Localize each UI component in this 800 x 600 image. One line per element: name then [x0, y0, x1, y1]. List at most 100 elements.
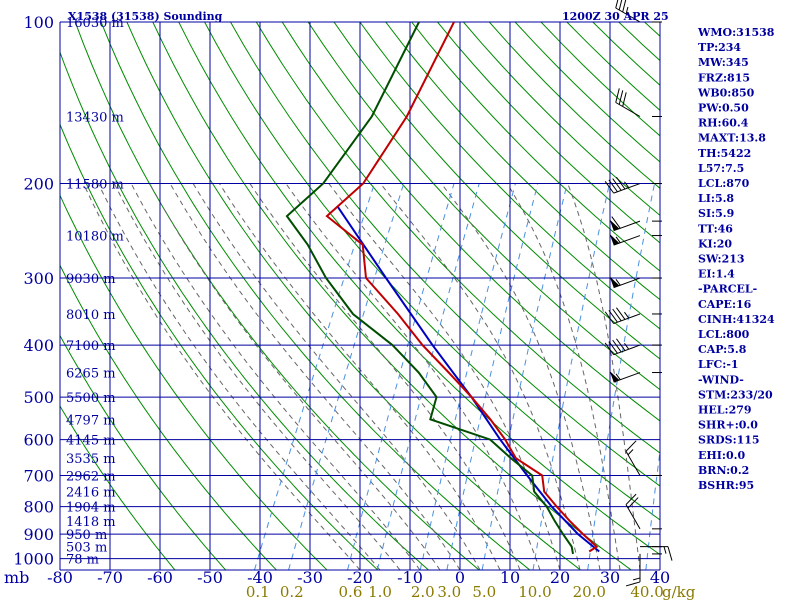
mixing-ratio-lines	[253, 183, 660, 570]
stat-line: LCL:870	[698, 177, 750, 190]
stat-line: CAPE:16	[698, 298, 752, 311]
stat-line: L57:7.5	[698, 162, 744, 175]
barb-half	[625, 6, 629, 15]
wind-barb	[609, 276, 662, 289]
pressure-axis-labels: 100 200 300 400 500 600 700 800 900 1000	[13, 13, 54, 569]
moist-adiabat-line	[169, 183, 461, 570]
barb-full	[612, 178, 622, 191]
barb-half	[615, 236, 621, 244]
stat-line: RH:60.4	[698, 117, 749, 130]
dry-adiabat-line	[60, 405, 176, 570]
stat-line: EI:1.4	[698, 268, 735, 281]
mixing-ratio-line	[446, 183, 539, 570]
barb-pennant	[609, 219, 620, 231]
moist-adiabat-line	[380, 183, 581, 570]
barb-full	[625, 581, 641, 587]
dry-adiabat-line	[60, 50, 429, 570]
mixing-ratio-label: 0.2	[280, 583, 304, 600]
height-label: 6265 m	[66, 367, 116, 382]
dewpoint-trace	[285, 22, 574, 555]
stat-line: PW:0.50	[698, 102, 749, 115]
temperature-tick-label: 40	[650, 568, 670, 587]
moist-adiabat-line	[440, 183, 601, 570]
moist-adiabat-line	[130, 183, 421, 570]
wind-barb	[640, 546, 673, 561]
mixing-ratio-label: 5.0	[472, 583, 496, 600]
mixing-ratio-line	[347, 183, 455, 570]
dry-adiabat-line	[359, 22, 660, 330]
moist-adiabat-line	[328, 183, 561, 570]
mixing-ratio-label: 10.0	[518, 583, 551, 600]
moist-adiabat-line	[218, 183, 501, 570]
moist-adiabat-line	[97, 183, 381, 570]
barb-staff	[625, 504, 641, 530]
barb-pennant	[609, 233, 620, 246]
pressure-tick-label: 500	[23, 388, 54, 407]
height-label: 3535 m	[66, 452, 116, 467]
barb-half	[624, 311, 630, 319]
mixing-ratio-line	[288, 183, 405, 570]
moist-adiabat-line	[285, 183, 541, 570]
dry-adiabat-line	[178, 22, 660, 556]
stat-line: SRDS:115	[698, 434, 760, 447]
parcel-trace	[336, 205, 600, 553]
barb-full	[615, 88, 620, 103]
barb-full	[618, 0, 623, 11]
pressure-tick-label: 200	[23, 175, 54, 194]
mixing-ratio-label: 0.1	[246, 583, 270, 600]
wind-barb	[604, 338, 662, 356]
barb-half	[624, 342, 630, 350]
stat-line: CINH:41324	[698, 313, 775, 326]
mixing-ratio-line	[376, 183, 480, 570]
barb-full	[618, 90, 624, 105]
stat-line: BSHR:95	[698, 479, 754, 492]
moist-adiabat-line	[567, 183, 641, 570]
barb-half	[615, 279, 621, 286]
barb-full	[611, 216, 621, 229]
height-label: 8010 m	[66, 308, 116, 323]
height-label: 2416 m	[66, 486, 116, 501]
stat-line: KI:20	[698, 237, 732, 250]
stat-line: SHR+:0.0	[698, 419, 758, 432]
barb-full	[612, 339, 622, 353]
moist-adiabat-line	[82, 183, 361, 570]
wind-barb	[609, 216, 662, 232]
height-labels: 16030 m 13430 m 11580 m 10180 m 9030 m 8010 m…	[66, 16, 124, 568]
wind-barb	[625, 440, 662, 477]
height-label: 1904 m	[66, 501, 116, 516]
temperature-axis-labels: -80 -70 -60 -50 -40 -30 -20 -10 0 10 20 30 40	[47, 568, 670, 587]
mixing-ratio-line	[253, 183, 375, 570]
temperature-tick-label: -80	[47, 568, 73, 587]
barb-full	[667, 546, 673, 561]
dry-adiabat-line	[100, 22, 531, 570]
stat-line: SW:213	[698, 253, 745, 266]
stat-line: WMO:31538	[697, 26, 775, 39]
isotherms	[109, 22, 611, 570]
wind-barb	[609, 370, 662, 383]
barb-staff	[613, 313, 641, 325]
pressure-tick-label: 800	[23, 498, 54, 517]
mixing-ratio-label: 3.0	[437, 583, 461, 600]
height-label: 16030 m	[66, 16, 124, 31]
height-label: 13430 m	[66, 110, 124, 125]
stat-line: WB0:850	[697, 86, 755, 99]
temperature-tick-label: -20	[347, 568, 373, 587]
barb-full	[608, 179, 618, 193]
dry-adiabat-line	[60, 334, 227, 570]
stat-line: MW:345	[698, 56, 749, 69]
barb-full	[604, 181, 615, 194]
moist-adiabat-line	[113, 183, 401, 570]
barb-staff	[615, 7, 641, 23]
height-label: 503 m	[66, 541, 107, 556]
height-label: 4797 m	[66, 413, 116, 428]
dry-adiabat-line	[126, 22, 581, 570]
height-label: 1418 m	[66, 515, 116, 530]
stat-line: SI:5.9	[698, 207, 734, 220]
temperature-tick-label: -30	[297, 568, 323, 587]
dry-adiabat-line	[281, 22, 660, 422]
profiles	[285, 22, 600, 555]
barb-half	[663, 546, 667, 554]
barb-staff	[615, 102, 641, 117]
stat-line: HEL:279	[698, 404, 752, 417]
